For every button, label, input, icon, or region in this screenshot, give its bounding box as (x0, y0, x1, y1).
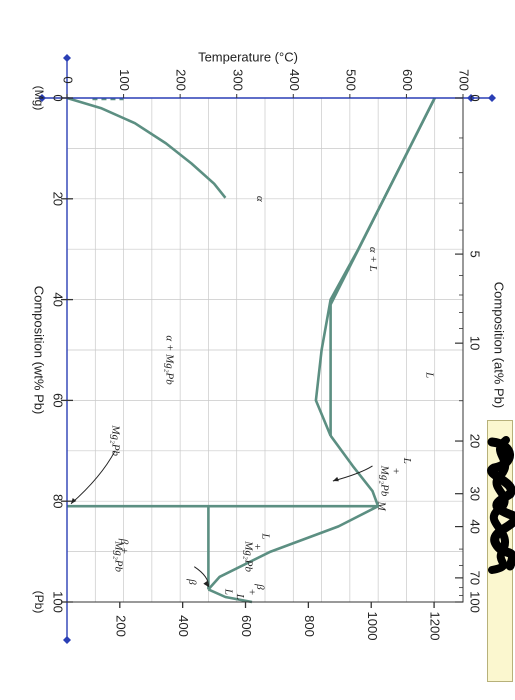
arrow-mg2pb-head (71, 497, 77, 504)
region-label: β + (118, 538, 130, 555)
region-label: M (375, 501, 387, 512)
region-label: L (259, 532, 271, 539)
temp-tick-label: 100 (117, 69, 132, 91)
at-tick-label: 100 (468, 591, 483, 613)
at-tick-label: 30 (468, 486, 483, 500)
axis-end-marker (63, 54, 71, 62)
temp-tick-label: 200 (174, 69, 189, 91)
at-tick-label: 10 (468, 336, 483, 350)
arrow-beta-head (203, 581, 209, 587)
region-label: L (424, 371, 436, 378)
at-tick-label: 20 (468, 434, 483, 448)
phase-boundary-liquidus-left (314, 97, 436, 437)
tempF-tick-label: 1000 (365, 612, 380, 641)
region-label: Mg₂Pb (378, 465, 390, 497)
tempF-tick-label: 200 (113, 615, 128, 637)
comp-tick-label: 60 (51, 393, 66, 407)
x2-axis-title: Composition (at% Pb) (492, 282, 507, 408)
comp-tick-label: 20 (51, 192, 66, 206)
temp-tick-label: 700 (457, 69, 472, 91)
region-label: + (245, 588, 257, 595)
at-tick-label: 0 (468, 94, 483, 101)
x-axis-title: Composition (wt% Pb) (32, 286, 47, 415)
region-label: α + L (367, 247, 379, 272)
axis-end-marker (467, 94, 475, 102)
at-tick-label: 40 (468, 519, 483, 533)
grid (67, 98, 463, 602)
temp-tick-label: 400 (287, 69, 302, 91)
region-label: L (223, 588, 235, 595)
arrow-beta (194, 566, 209, 587)
temp-tick-label: 300 (230, 69, 245, 91)
at-tick-label: 5 (468, 250, 483, 257)
region-label: Mg₂Pb (110, 424, 122, 456)
region-label: Mg₂Pb (242, 540, 254, 572)
region-label: L (401, 457, 413, 464)
region-label: β (254, 583, 266, 590)
tempF-tick-label: 400 (176, 615, 191, 637)
phase-boundary-alpha-solvus (66, 96, 227, 199)
region-label: Mg₂Pb (112, 540, 124, 572)
comp-end-label-mg: (Mg) (32, 86, 46, 111)
tempF-tick-label: 1200 (428, 612, 443, 641)
axis-end-marker (63, 636, 71, 644)
temp-tick-label: 600 (400, 69, 415, 91)
temp-tick-label: 0 (61, 76, 76, 83)
axes (38, 54, 496, 644)
comp-tick-label: 40 (51, 292, 66, 306)
region-label: + (390, 467, 402, 474)
region-label: α + Mg₂Pb (163, 335, 175, 385)
temp-tick-label: 500 (343, 69, 358, 91)
at-tick-label: 70 (468, 571, 483, 585)
phase-boundary-liquidus-right (207, 588, 253, 604)
arrow-mg2pb (70, 450, 116, 505)
comp-tick-label: 0 (51, 94, 66, 101)
comp-end-label-pb: (Pb) (32, 591, 46, 614)
region-label: + (251, 543, 263, 550)
y-axis-title: Temperature (°C) (198, 49, 298, 64)
axis-end-marker (38, 94, 46, 102)
region-label: L (234, 593, 246, 600)
arrow-l-mg2pb (332, 465, 373, 482)
redaction-scribble (487, 436, 515, 574)
tempF-tick-label: 800 (302, 615, 317, 637)
region-label: β (186, 578, 198, 585)
phase-boundary-liquidus-mg2pb (207, 434, 380, 591)
comp-tick-label: 100 (51, 591, 66, 613)
phase-boundaries (66, 96, 436, 604)
comp-tick-label: 80 (51, 494, 66, 508)
tempF-tick-label: 600 (239, 615, 254, 637)
arrow-l-mg2pb-head (332, 476, 339, 482)
region-label: α (254, 196, 266, 202)
axis-end-marker (488, 94, 496, 102)
